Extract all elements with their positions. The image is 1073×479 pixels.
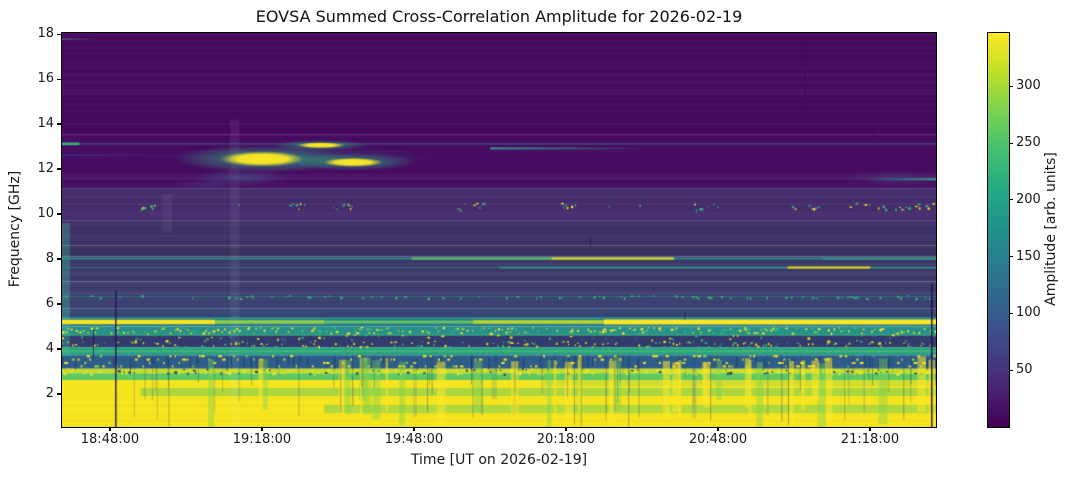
y-axis-tick-label: 8 [45,251,54,266]
y-tick-mark [57,303,61,305]
y-tick-mark [57,213,61,215]
y-axis-tick-label: 18 [37,26,54,42]
colorbar-tick-mark [1009,199,1013,201]
colorbar-gradient [988,33,1009,427]
colorbar [987,32,1010,428]
x-tick-mark [109,427,111,431]
y-axis-tick-label: 6 [45,295,54,311]
y-tick-mark [57,393,61,395]
y-axis-tick-label: 10 [37,206,54,222]
x-tick-mark [413,427,415,431]
x-axis-tick-label: 20:18:00 [536,432,596,447]
x-tick-mark [261,427,263,431]
colorbar-tick-label: 50 [1016,362,1033,378]
colorbar-tick-label: 250 [1016,135,1041,151]
y-axis-label: Frequency [GHz] [7,170,23,288]
colorbar-tick-mark [1009,256,1013,258]
y-tick-mark [57,168,61,170]
x-axis-tick-label: 18:48:00 [80,432,140,447]
y-tick-mark [57,348,61,350]
x-tick-mark [565,427,567,431]
y-axis-tick-label: 2 [45,385,54,401]
colorbar-label: Amplitude [arb. units] [1043,152,1059,306]
y-axis-tick-label: 16 [37,71,54,87]
colorbar-tick-label: 150 [1016,248,1041,264]
x-axis-tick-label: 19:18:00 [232,432,292,447]
colorbar-tick-label: 300 [1016,78,1041,94]
y-axis-tick-label: 12 [37,161,54,177]
plot-area [61,32,937,428]
page-title: EOVSA Summed Cross-Correlation Amplitude… [255,7,743,26]
colorbar-tick-mark [1009,312,1013,315]
x-tick-mark [717,427,719,431]
x-axis-tick-label: 19:48:00 [384,432,444,447]
y-tick-mark [57,78,61,80]
x-axis-tick-label: 20:48:00 [688,432,748,447]
colorbar-tick-mark [1009,369,1013,371]
colorbar-tick-label: 100 [1016,305,1041,321]
y-axis-tick-label: 4 [45,340,54,356]
y-tick-mark [57,258,61,260]
spectrogram-canvas [62,33,936,427]
y-tick-mark [57,33,61,35]
x-tick-mark [869,427,871,431]
x-axis-tick-label: 21:18:00 [840,432,900,447]
colorbar-tick-mark [1009,85,1013,87]
y-axis-tick-label: 14 [37,116,54,132]
y-tick-mark [57,123,61,125]
colorbar-tick-label: 200 [1016,191,1041,207]
colorbar-tick-mark [1009,142,1013,144]
x-axis-label: Time [UT on 2026-02-19] [410,452,588,468]
